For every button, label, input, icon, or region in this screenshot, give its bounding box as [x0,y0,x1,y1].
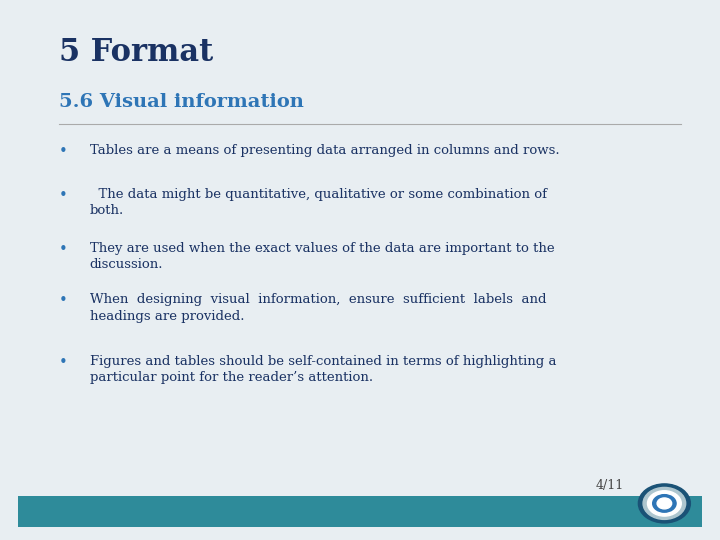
Text: When  designing  visual  information,  ensure  sufficient  labels  and
headings : When designing visual information, ensur… [90,293,546,322]
Text: Tables are a means of presenting data arranged in columns and rows.: Tables are a means of presenting data ar… [90,144,559,157]
Text: •: • [59,355,68,370]
Text: •: • [59,293,68,308]
Text: •: • [59,188,68,203]
Text: 5.6 Visual information: 5.6 Visual information [59,93,304,111]
Circle shape [643,488,685,519]
Text: 4/11: 4/11 [596,479,624,492]
Circle shape [653,495,676,512]
Text: They are used when the exact values of the data are important to the
discussion.: They are used when the exact values of t… [90,242,554,271]
Text: The data might be quantitative, qualitative or some combination of
both.: The data might be quantitative, qualitat… [90,188,546,218]
Text: •: • [59,144,68,159]
Circle shape [639,484,690,523]
Bar [18,496,702,526]
Circle shape [657,498,672,509]
Text: 5 Format: 5 Format [59,37,213,68]
Circle shape [647,491,681,516]
Text: Figures and tables should be self-contained in terms of highlighting a
particula: Figures and tables should be self-contai… [90,355,557,384]
Text: •: • [59,242,68,257]
